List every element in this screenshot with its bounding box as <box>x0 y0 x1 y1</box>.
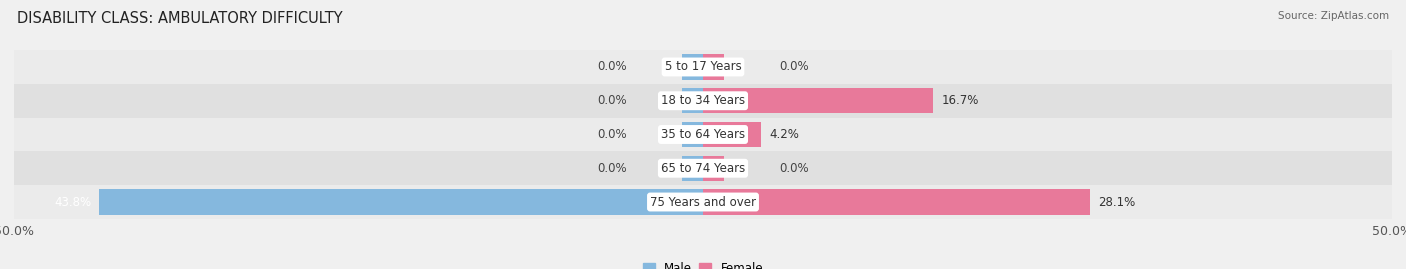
Text: 4.2%: 4.2% <box>769 128 799 141</box>
Legend: Male, Female: Male, Female <box>643 262 763 269</box>
Text: DISABILITY CLASS: AMBULATORY DIFFICULTY: DISABILITY CLASS: AMBULATORY DIFFICULTY <box>17 11 343 26</box>
Text: Source: ZipAtlas.com: Source: ZipAtlas.com <box>1278 11 1389 21</box>
Bar <box>703 122 761 147</box>
Text: 0.0%: 0.0% <box>598 94 627 107</box>
Bar <box>682 88 703 114</box>
Text: 0.0%: 0.0% <box>598 61 627 73</box>
Bar <box>100 189 703 215</box>
Bar <box>703 54 724 80</box>
Text: 43.8%: 43.8% <box>53 196 91 208</box>
Bar <box>14 151 1392 185</box>
Bar <box>14 84 1392 118</box>
Text: 35 to 64 Years: 35 to 64 Years <box>661 128 745 141</box>
Bar <box>682 155 703 181</box>
Text: 0.0%: 0.0% <box>779 61 808 73</box>
Bar <box>14 185 1392 219</box>
Bar <box>14 118 1392 151</box>
Text: 5 to 17 Years: 5 to 17 Years <box>665 61 741 73</box>
Bar <box>703 189 1090 215</box>
Text: 16.7%: 16.7% <box>942 94 979 107</box>
Text: 0.0%: 0.0% <box>779 162 808 175</box>
Bar <box>14 50 1392 84</box>
Bar <box>703 155 724 181</box>
Bar <box>682 122 703 147</box>
Text: 0.0%: 0.0% <box>598 128 627 141</box>
Text: 75 Years and over: 75 Years and over <box>650 196 756 208</box>
Text: 18 to 34 Years: 18 to 34 Years <box>661 94 745 107</box>
Text: 28.1%: 28.1% <box>1098 196 1136 208</box>
Text: 65 to 74 Years: 65 to 74 Years <box>661 162 745 175</box>
Bar <box>703 88 934 114</box>
Text: 0.0%: 0.0% <box>598 162 627 175</box>
Bar <box>682 54 703 80</box>
